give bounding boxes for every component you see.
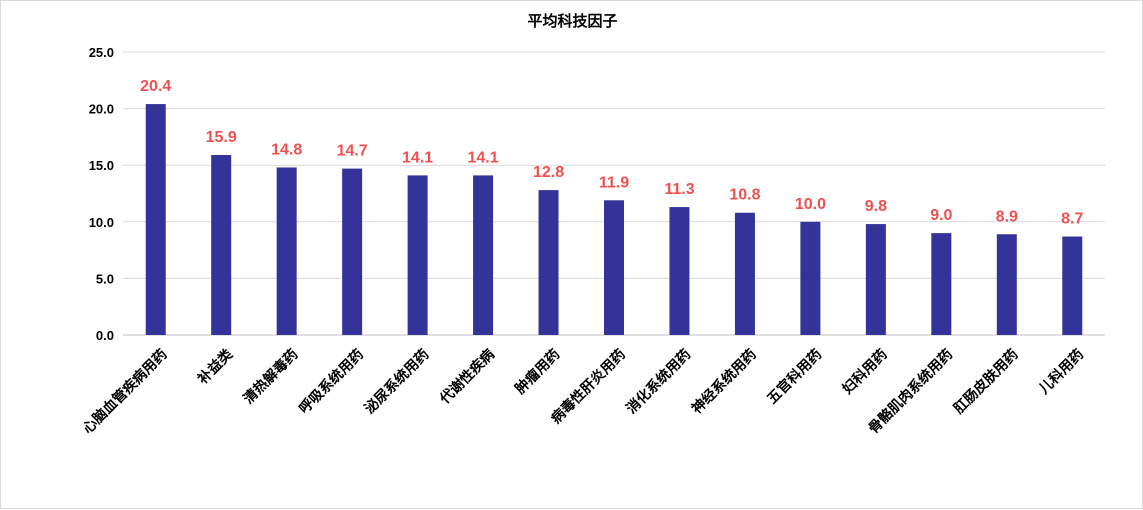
y-tick-label: 20.0 [89,102,114,117]
x-tick-label: 肿瘤用药 [512,346,564,398]
x-tick-label: 妇科用药 [838,346,890,398]
data-label: 8.7 [1061,211,1083,228]
data-label: 14.7 [337,143,368,160]
bar [145,104,166,336]
y-tick-label: 15.0 [89,158,114,173]
x-tick-label: 补益类 [194,345,237,388]
data-label: 10.0 [795,196,826,213]
bar [211,155,232,335]
bar [342,168,363,335]
data-label: 9.8 [865,198,887,215]
y-axis: 0.0 5.0 10.0 15.0 20.0 25.0 [89,45,114,343]
bar [276,167,297,335]
bar [734,212,755,335]
bar [931,233,952,335]
chart-title: 平均科技因子 [527,12,618,30]
data-label: 11.9 [599,174,629,191]
x-tick-label: 肛肠皮肤用药 [950,346,1021,417]
data-label: 12.8 [533,164,564,181]
data-labels: 20.4 15.9 14.8 14.7 14.1 14.1 12.8 11.9 11.3 10.8… [140,78,1083,227]
bar [996,234,1017,335]
bars [145,104,1083,336]
data-label: 11.3 [664,181,694,198]
y-tick-label: 10.0 [89,215,114,230]
x-tick-label: 儿科用药 [1035,346,1087,398]
y-tick-label: 0.0 [96,328,114,343]
bar [473,175,494,335]
data-label: 9.0 [930,207,952,224]
bar [669,207,690,335]
data-label: 15.9 [206,129,237,146]
x-tick-label: 消化系统用药 [623,346,694,417]
data-label: 8.9 [996,208,1018,225]
x-tick-label: 心脑血管疾病用药 [79,346,170,437]
bar [407,175,428,335]
data-label: 14.1 [402,149,433,166]
y-tick-label: 25.0 [89,45,114,60]
bar [865,224,886,335]
data-label: 14.8 [271,141,302,158]
data-label: 10.8 [729,187,760,204]
data-label: 14.1 [467,149,498,166]
bar [604,200,624,335]
x-tick-label: 清热解毒药 [240,346,302,408]
x-tick-label: 泌尿系统用药 [361,346,432,417]
x-tick-label: 神经系统用药 [688,346,759,417]
x-tick-label: 代谢性疾病 [436,346,498,408]
x-tick-label: 五官科用药 [764,346,826,408]
bar [800,221,821,335]
bar [1062,236,1083,335]
bar [538,190,559,335]
data-label: 20.4 [140,78,171,95]
x-tick-label: 呼吸系统用药 [296,346,367,417]
y-tick-label: 5.0 [96,271,114,286]
